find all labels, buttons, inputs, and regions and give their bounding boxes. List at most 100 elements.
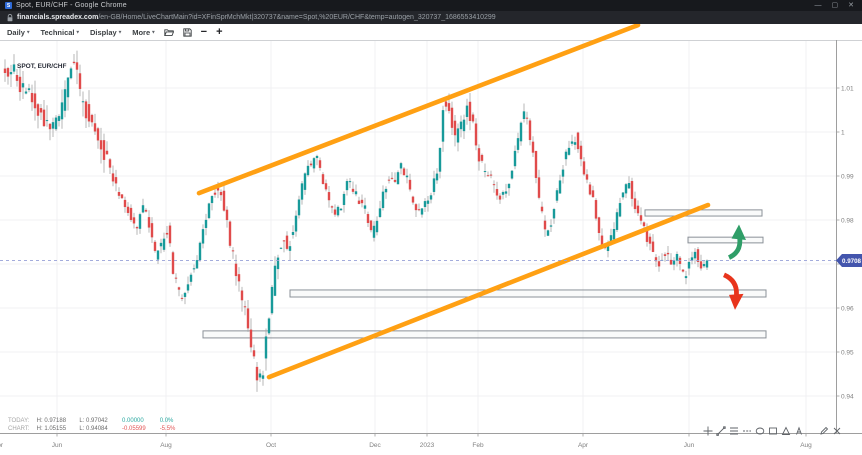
price-zone-rectangle[interactable] — [687, 236, 764, 244]
minimize-icon[interactable]: — — [814, 2, 822, 9]
menu-display-label: Display — [90, 27, 117, 37]
candle-body — [396, 172, 400, 185]
price-zone-rectangle[interactable] — [289, 289, 767, 298]
candle-body — [561, 169, 565, 177]
candle-body — [57, 116, 61, 121]
candle-body — [75, 62, 79, 70]
candle-body — [510, 170, 514, 179]
tool-close-icon[interactable] — [831, 425, 842, 437]
price-zone-rectangle[interactable] — [202, 330, 767, 339]
candle-body — [90, 114, 94, 123]
candle-body — [120, 194, 124, 199]
candle-body — [630, 181, 634, 199]
y-axis-label: 0.96 — [841, 305, 854, 312]
chevron-down-icon: ▾ — [26, 29, 30, 36]
browser-urlbar[interactable]: financials.spreadex.com/en-GB/Home/LiveC… — [0, 11, 862, 24]
candle-body — [3, 68, 7, 74]
candle-body — [501, 192, 505, 195]
save-icon[interactable] — [183, 27, 192, 37]
candle-body — [171, 252, 175, 274]
down-arrow-drawing[interactable] — [722, 272, 739, 295]
menu-daily[interactable]: Daily ▾ — [7, 28, 29, 37]
price-zone-rectangle[interactable] — [644, 209, 763, 217]
candle-body — [699, 261, 703, 269]
menu-more[interactable]: More ▾ — [132, 28, 154, 37]
candle-body — [267, 318, 271, 334]
tool-text-icon[interactable] — [793, 425, 804, 437]
tool-ellipse-icon[interactable] — [754, 425, 765, 437]
candle-body — [129, 207, 133, 220]
candle-body — [60, 102, 64, 120]
candle-body — [51, 122, 55, 129]
candle-body — [243, 306, 247, 308]
candle-body — [621, 192, 625, 198]
chevron-down-icon: ▾ — [152, 29, 155, 36]
candle-body — [264, 336, 268, 359]
candle-body — [126, 206, 130, 213]
candle-body — [99, 140, 103, 150]
tool-trendline-icon[interactable] — [715, 425, 726, 437]
candle-body — [432, 178, 436, 192]
candle-body — [12, 64, 16, 72]
candle-body — [168, 225, 172, 244]
candle-body — [258, 373, 262, 378]
candle-body — [138, 214, 142, 229]
today-change: 0.00000 — [122, 418, 144, 424]
candle-body — [459, 121, 463, 130]
candle-body — [507, 183, 511, 189]
tool-pencil-icon[interactable] — [818, 425, 829, 437]
candle-body — [15, 74, 19, 81]
candle-body — [207, 203, 211, 219]
candle-body — [375, 220, 379, 233]
candle-body — [276, 257, 280, 270]
candle-body — [162, 238, 166, 250]
candle-body — [279, 247, 283, 249]
tool-crosshair-icon[interactable] — [702, 425, 713, 437]
close-window-icon[interactable]: ✕ — [848, 2, 854, 9]
trendline-channel-upper[interactable] — [196, 22, 641, 196]
trendline-channel-lower[interactable] — [266, 202, 711, 380]
candle-body — [570, 141, 574, 144]
y-axis-label: 0.95 — [841, 349, 854, 356]
candle-body — [123, 199, 127, 208]
candle-body — [63, 89, 67, 111]
candle-body — [402, 168, 406, 176]
candle-body — [675, 253, 679, 261]
maximize-icon[interactable]: ▢ — [831, 2, 839, 9]
candlestick-series — [3, 50, 709, 392]
zoom-out-button[interactable]: − — [200, 26, 208, 38]
menu-display[interactable]: Display ▾ — [90, 28, 121, 37]
candle-body — [624, 184, 628, 194]
candle-body — [486, 175, 490, 177]
candle-body — [474, 123, 478, 146]
candle-body — [606, 245, 610, 252]
candle-body — [645, 229, 649, 242]
candle-body — [66, 77, 70, 98]
tool-horizontal-line-icon[interactable] — [741, 425, 752, 437]
candle-body — [672, 260, 676, 265]
candle-body — [387, 179, 391, 181]
candle-body — [255, 366, 259, 381]
candle-body — [174, 277, 178, 279]
candle-body — [471, 114, 475, 122]
candle-body — [114, 177, 118, 184]
open-folder-icon[interactable] — [163, 28, 174, 37]
lock-icon[interactable] — [7, 13, 13, 22]
candle-body — [567, 147, 571, 155]
tool-fibonacci-icon[interactable] — [728, 425, 739, 437]
tool-triangle-icon[interactable] — [780, 425, 791, 437]
candle-body — [384, 188, 388, 193]
zoom-in-button[interactable]: + — [216, 26, 223, 38]
candle-body — [108, 159, 112, 168]
candle-body — [285, 235, 289, 249]
candle-body — [183, 292, 187, 297]
browser-titlebar: S Spot, EUR/CHF - Google Chrome — ▢ ✕ — [0, 0, 862, 11]
candle-body — [132, 217, 136, 224]
x-axis-label: Feb — [472, 442, 484, 449]
candle-body — [636, 205, 640, 214]
menu-technical[interactable]: Technical ▾ — [40, 28, 79, 37]
tool-rectangle-icon[interactable] — [767, 425, 778, 437]
candle-body — [321, 174, 325, 185]
candle-body — [435, 173, 439, 181]
